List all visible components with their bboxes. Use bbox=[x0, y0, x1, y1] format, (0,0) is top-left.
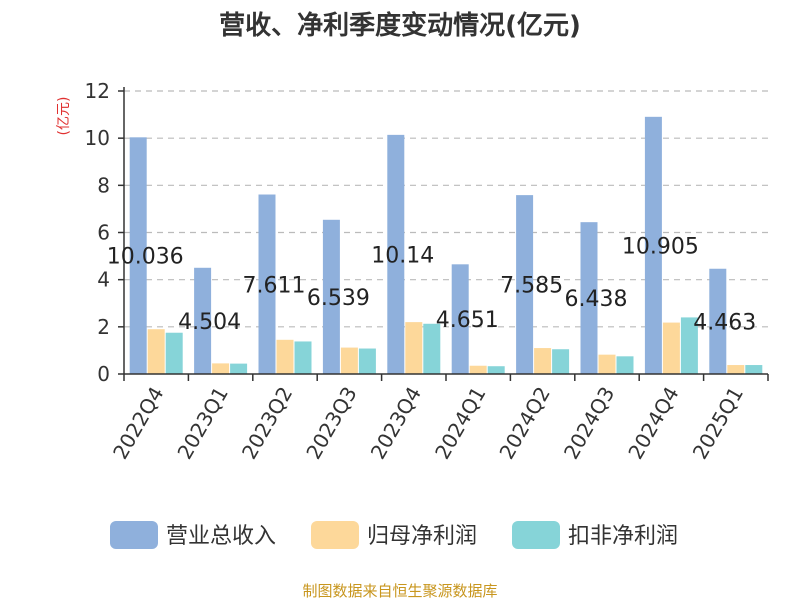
x-tick-label: 2023Q2 bbox=[237, 383, 297, 464]
bar-2 bbox=[469, 365, 487, 374]
legend-item[interactable]: 归母净利润 bbox=[311, 521, 477, 549]
bar-2 bbox=[212, 363, 230, 374]
data-label: 10.905 bbox=[622, 234, 699, 259]
bar-1 bbox=[258, 194, 276, 374]
bar-3 bbox=[680, 317, 698, 374]
y-tick-label: 6 bbox=[97, 221, 110, 245]
bar-2 bbox=[598, 354, 616, 374]
bar-1 bbox=[322, 219, 340, 374]
x-tick-label: 2023Q4 bbox=[366, 383, 426, 464]
bar-3 bbox=[165, 332, 183, 374]
x-tick-label: 2024Q3 bbox=[559, 383, 619, 464]
data-label: 4.651 bbox=[436, 308, 499, 333]
bar-2 bbox=[534, 348, 552, 374]
legend-label: 扣非净利润 bbox=[568, 524, 678, 549]
data-label: 10.036 bbox=[107, 245, 184, 270]
y-tick-label: 2 bbox=[97, 315, 110, 339]
bar-3 bbox=[745, 365, 763, 374]
bar-2 bbox=[340, 347, 358, 374]
bar-3 bbox=[358, 348, 376, 374]
bar-1 bbox=[387, 134, 405, 374]
bar-3 bbox=[423, 323, 441, 374]
bar-2 bbox=[276, 339, 294, 374]
x-tick-label: 2024Q2 bbox=[494, 383, 554, 464]
legend-label: 营业总收入 bbox=[166, 524, 276, 549]
x-tick-label: 2022Q4 bbox=[108, 383, 168, 464]
x-tick-label: 2025Q1 bbox=[688, 383, 748, 464]
bar-3 bbox=[230, 363, 248, 374]
x-tick-label: 2024Q1 bbox=[430, 383, 490, 464]
data-label: 4.463 bbox=[693, 310, 756, 335]
bar-1 bbox=[644, 116, 662, 374]
y-tick-label: 12 bbox=[85, 79, 110, 103]
legend-item[interactable]: 扣非净利润 bbox=[512, 521, 678, 549]
y-tick-label: 8 bbox=[97, 173, 110, 197]
bar-1 bbox=[129, 137, 147, 374]
chart-title: 营收、净利季度变动情况(亿元) bbox=[219, 10, 581, 41]
bar-2 bbox=[405, 322, 423, 374]
bar-1 bbox=[580, 222, 598, 374]
data-label: 6.539 bbox=[307, 286, 370, 311]
source-note: 制图数据来自恒生聚源数据库 bbox=[302, 582, 497, 600]
bar-3 bbox=[294, 341, 312, 374]
y-tick-label: 4 bbox=[97, 268, 110, 292]
legend-label: 归母净利润 bbox=[367, 524, 477, 549]
bar-1 bbox=[709, 268, 727, 374]
y-tick-label: 0 bbox=[97, 362, 110, 386]
data-label: 7.585 bbox=[500, 274, 563, 299]
bar-3 bbox=[487, 366, 505, 374]
gridlines bbox=[124, 90, 768, 328]
data-label: 10.14 bbox=[371, 243, 434, 268]
bar-1 bbox=[516, 195, 534, 374]
data-label: 7.611 bbox=[243, 273, 306, 298]
data-label: 4.504 bbox=[178, 310, 241, 335]
bar-3 bbox=[616, 356, 634, 374]
x-tick-label: 2023Q3 bbox=[301, 383, 361, 464]
x-tick-label: 2024Q4 bbox=[623, 383, 683, 464]
legend-swatch bbox=[512, 521, 560, 549]
x-tick-label: 2023Q1 bbox=[172, 383, 232, 464]
y-tick-label: 10 bbox=[85, 126, 110, 150]
legend-swatch bbox=[311, 521, 359, 549]
bar-2 bbox=[662, 322, 680, 374]
legend-swatch bbox=[110, 521, 158, 549]
bar-2 bbox=[147, 329, 165, 374]
legend-item[interactable]: 营业总收入 bbox=[110, 521, 276, 549]
y-axis-unit-label: (亿元) bbox=[56, 97, 72, 136]
bars bbox=[129, 116, 763, 374]
data-label: 6.438 bbox=[565, 287, 628, 312]
legend[interactable]: 营业总收入 归母净利润 扣非净利润 bbox=[110, 521, 678, 549]
bar-1 bbox=[451, 264, 469, 374]
bar-2 bbox=[727, 365, 745, 374]
bar-1 bbox=[194, 267, 212, 374]
bar-3 bbox=[552, 349, 570, 374]
